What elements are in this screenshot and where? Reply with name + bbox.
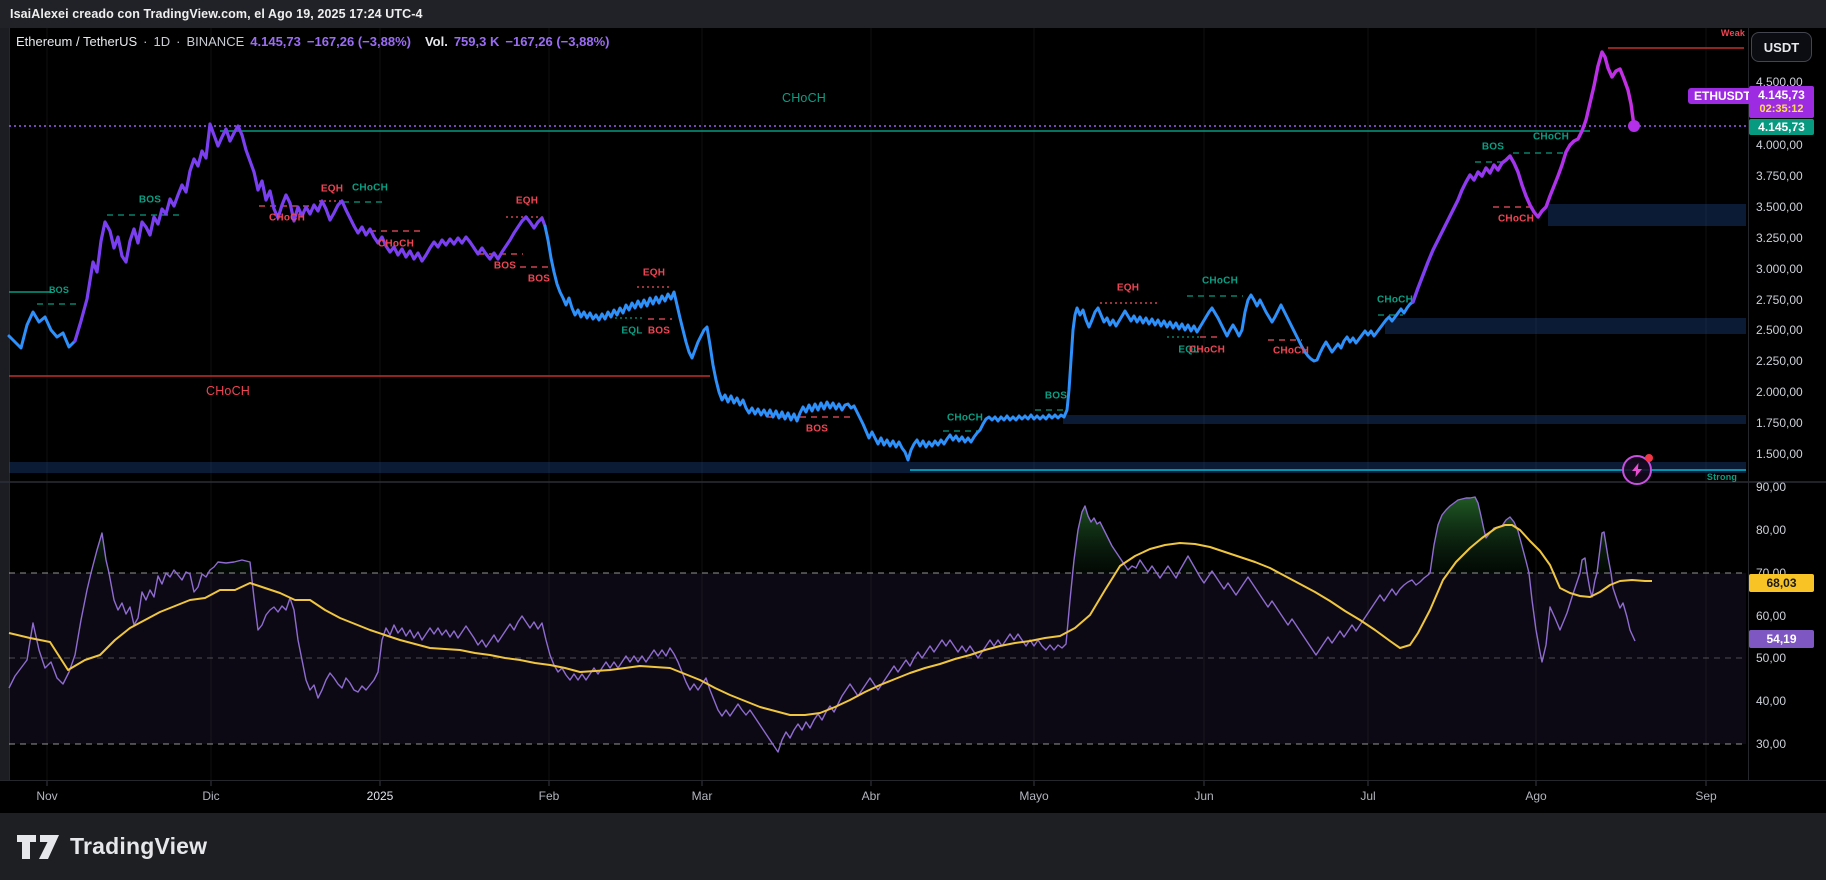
price-axis-label: 4.000,00 — [1756, 138, 1803, 152]
smc-label-choch: CHoCH — [1498, 213, 1534, 225]
time-axis-border — [0, 780, 1826, 781]
price-axis-label: 80,00 — [1756, 523, 1787, 537]
smc-label-strong: Strong — [1706, 472, 1738, 482]
exchange-label: BINANCE — [186, 34, 245, 49]
price-axis-label: 60,00 — [1756, 609, 1787, 623]
price-axis-label: 3.750,00 — [1756, 169, 1803, 183]
smc-label-eqh: EQH — [1116, 282, 1140, 294]
smc-label-choch: CHoCH — [947, 412, 983, 424]
brand-name: TradingView — [70, 833, 208, 859]
symbol-axis-badge: ETHUSDT — [1688, 88, 1757, 104]
attribution-bar: IsaiAlexei creado con TradingView.com, e… — [0, 0, 1826, 29]
legend-price: 4.145,73 — [250, 34, 301, 49]
smc-label-choch: CHoCH — [1189, 344, 1225, 356]
smc-label-bos: BOS — [493, 260, 517, 272]
smc-label-choch: CHoCH — [352, 182, 388, 194]
symbol-legend: Ethereum / TetherUS · 1D · BINANCE 4.145… — [16, 34, 609, 49]
smc-label-choch: CHoCH — [1533, 131, 1569, 143]
price-axis-label: 90,00 — [1756, 480, 1787, 494]
lightning-bolt-icon — [1632, 463, 1642, 477]
price-axis-label: 1.500,00 — [1756, 447, 1803, 461]
price-axis-label: 4.500,00 — [1756, 75, 1803, 89]
smc-label-eql: EQL — [621, 325, 643, 337]
price-axis-border — [1748, 28, 1749, 780]
smc-label-bos: BOS — [527, 273, 551, 285]
smc-label-weak: Weak — [1720, 28, 1746, 38]
smc-label-bos: BOS — [1044, 390, 1068, 402]
smc-label-eqh: EQH — [320, 183, 344, 195]
time-axis-label: Mayo — [1019, 789, 1049, 803]
last-price-badge[interactable]: 4.145,73 02:35:12 — [1749, 86, 1814, 118]
smc-label-eqh: EQH — [642, 267, 666, 279]
legend-change: −167,26 (−3,88%) — [306, 34, 411, 49]
time-axis-label: Ago — [1525, 789, 1547, 803]
price-axis-label: 3.500,00 — [1756, 200, 1803, 214]
rsi-ma-badge: 68,03 — [1749, 574, 1814, 592]
alert-dot — [1645, 454, 1653, 462]
price-axis-label: 30,00 — [1756, 737, 1787, 751]
price-axis-label: 2.000,00 — [1756, 385, 1803, 399]
smc-label-choch: CHoCH — [781, 91, 827, 105]
price-axis-label: 2.750,00 — [1756, 293, 1803, 307]
smc-label-choch: CHoCH — [378, 238, 414, 250]
time-axis-label: 2025 — [366, 789, 394, 803]
time-axis-label: Nov — [36, 789, 58, 803]
time-axis-label: Sep — [1695, 789, 1717, 803]
volume-label: Vol. — [424, 34, 448, 49]
interval-label[interactable]: 1D — [153, 34, 171, 49]
last-price-value: 4.145,73 — [1758, 88, 1805, 102]
smc-label-eqh: EQH — [515, 195, 539, 207]
time-axis-label: Abr — [861, 789, 881, 803]
smc-label-bos: BOS — [48, 285, 70, 295]
time-axis-label: Jul — [1360, 789, 1376, 803]
volume-change: −167,26 (−3,88%) — [505, 34, 610, 49]
smc-label-bos: BOS — [1481, 141, 1505, 153]
time-axis-label: Jun — [1194, 789, 1214, 803]
source-price-badge: 4.145,73 — [1749, 119, 1814, 135]
smc-label-choch: CHoCH — [1377, 294, 1413, 306]
price-axis-label: 2.500,00 — [1756, 323, 1803, 337]
smc-label-bos: BOS — [138, 194, 162, 206]
chart-canvas[interactable] — [0, 28, 1826, 813]
attribution-text: IsaiAlexei creado con TradingView.com, e… — [10, 7, 423, 21]
rsi-value-badge: 54,19 — [1749, 630, 1814, 648]
price-axis-label: 1.750,00 — [1756, 416, 1803, 430]
footer-bar: TradingView — [0, 813, 1826, 880]
price-axis-label: 50,00 — [1756, 651, 1787, 665]
time-axis-label: Dic — [202, 789, 220, 803]
smc-label-choch: CHoCH — [1202, 275, 1238, 287]
volume-value: 759,3 K — [453, 34, 500, 49]
bar-countdown: 02:35:12 — [1759, 103, 1804, 115]
time-axis-label: Feb — [538, 789, 560, 803]
separator: · — [176, 34, 181, 49]
currency-toggle-button[interactable]: USDT — [1751, 32, 1812, 62]
symbol-title[interactable]: Ethereum / TetherUS — [16, 34, 138, 49]
price-axis-label: 3.000,00 — [1756, 262, 1803, 276]
time-axis-label: Mar — [691, 789, 713, 803]
chart-left-frame — [0, 28, 10, 780]
separator: · — [143, 34, 148, 49]
smc-label-choch: CHoCH — [1273, 345, 1309, 357]
smc-label-bos: BOS — [647, 325, 671, 337]
smc-label-bos: BOS — [805, 423, 829, 435]
smc-label-choch: CHoCH — [269, 212, 305, 224]
tradingview-logo[interactable]: TradingView — [16, 833, 207, 861]
price-axis-label: 2.250,00 — [1756, 354, 1803, 368]
smc-label-eql: EQL — [1178, 344, 1200, 356]
flash-order-icon[interactable] — [1622, 454, 1653, 485]
smc-label-choch: CHoCH — [205, 384, 251, 398]
price-axis-label: 40,00 — [1756, 694, 1787, 708]
price-axis-label: 3.250,00 — [1756, 231, 1803, 245]
tradingview-glyph-icon — [17, 834, 59, 859]
